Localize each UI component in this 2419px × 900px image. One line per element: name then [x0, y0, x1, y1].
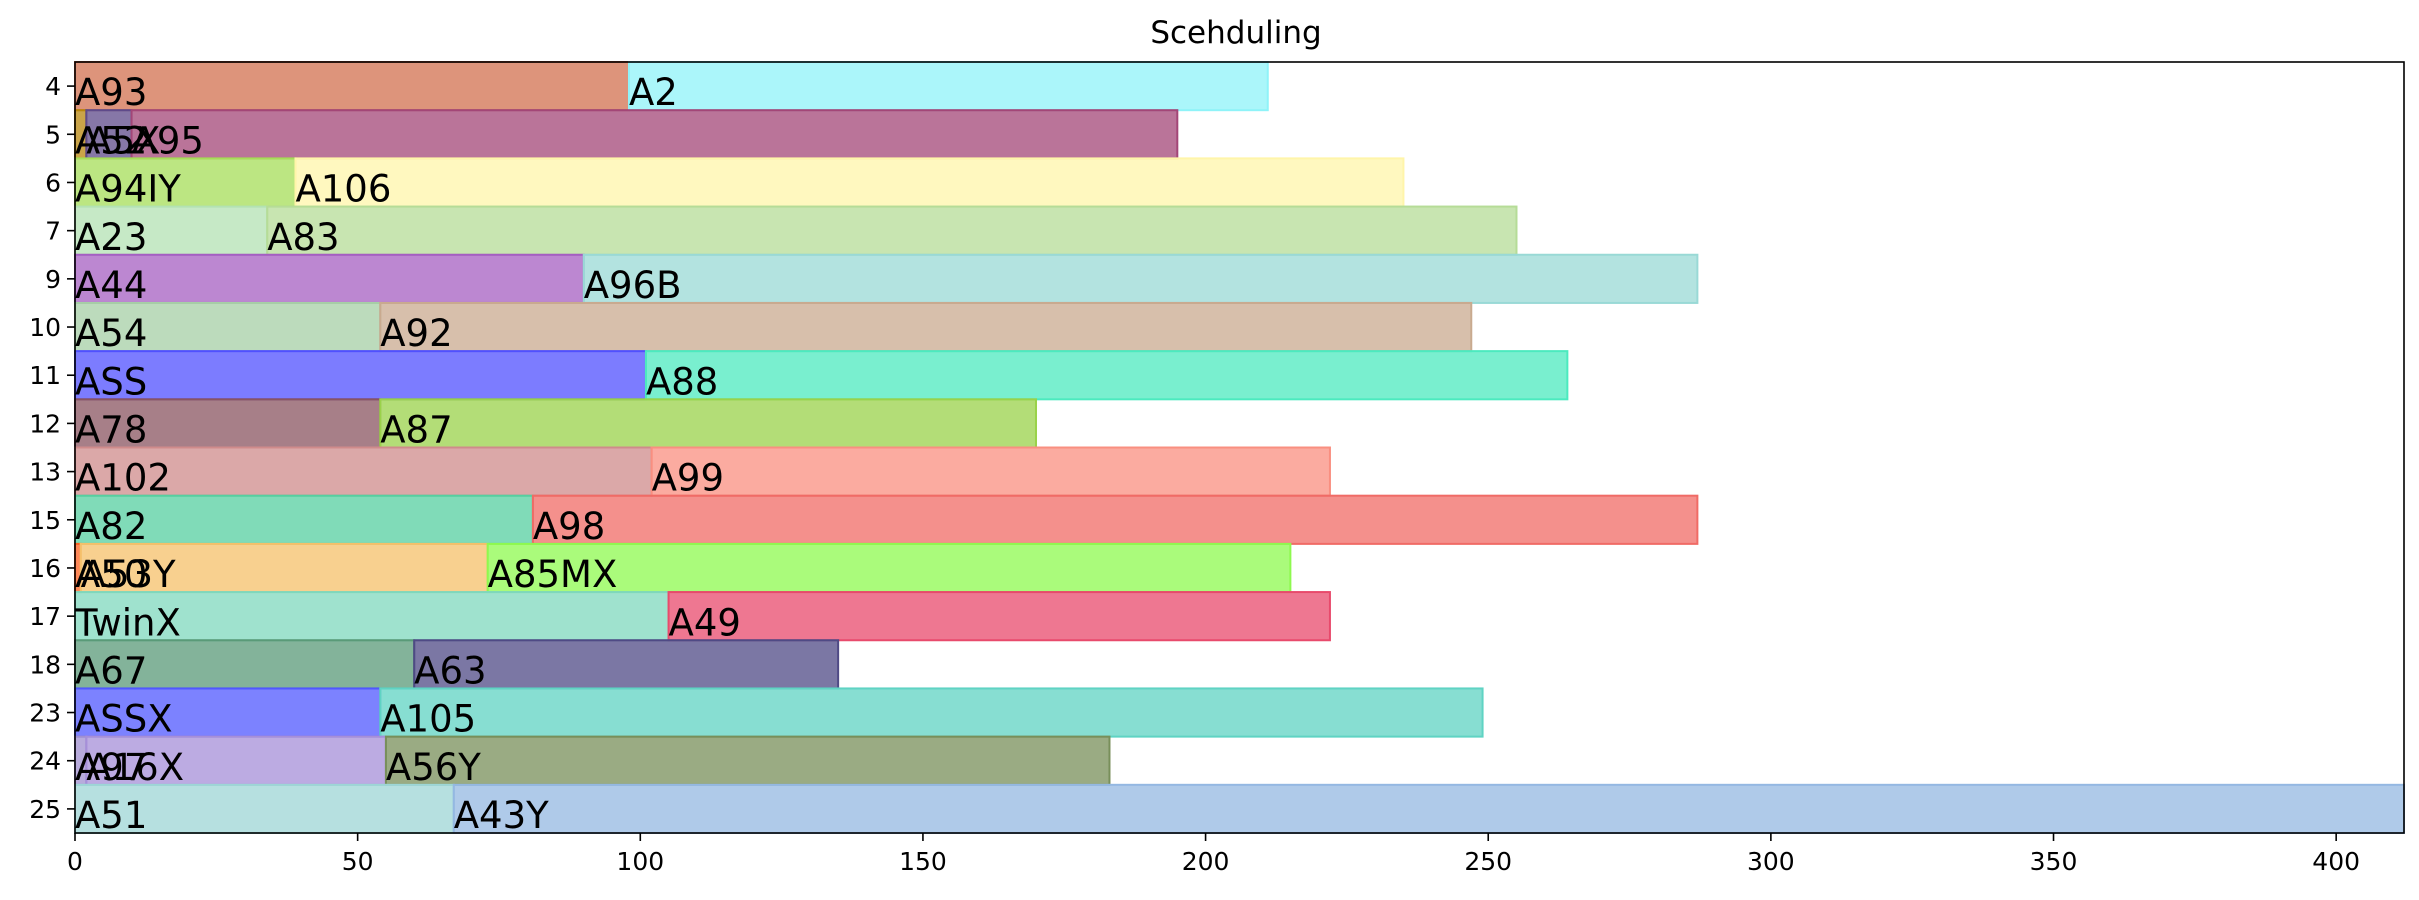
x-tick-label: 100 — [616, 847, 664, 876]
bar-17-TwinX — [74, 591, 670, 642]
bar-label-12-A87: A87 — [380, 409, 452, 452]
bar-label-11-ASS: ASS — [75, 360, 147, 403]
bar-label-17-A49: A49 — [669, 601, 741, 644]
bar-label-9-A44: A44 — [75, 264, 147, 307]
bar-label-10-A92: A92 — [380, 312, 452, 355]
bar-label-17-TwinX: TwinX — [74, 601, 181, 644]
bar-7-A83 — [266, 205, 1518, 256]
x-tick-label: 350 — [2030, 847, 2078, 876]
bar-label-24-A97: A97 — [75, 746, 147, 789]
bar-label-18-A67: A67 — [75, 649, 147, 692]
y-tick-label: 13 — [29, 458, 61, 487]
y-tick-label: 25 — [29, 795, 61, 824]
bar-label-7-A23: A23 — [75, 216, 147, 259]
bar-label-9-A96B: A96B — [584, 264, 682, 307]
bar-6-A106 — [294, 157, 1405, 208]
bar-6-A94IY — [74, 157, 297, 208]
bar-16-A53Y — [79, 542, 489, 594]
y-tick-label: 17 — [29, 602, 61, 631]
bar-label-16-A50: A50 — [75, 553, 147, 596]
bar-24-A56Y — [384, 735, 1111, 786]
y-tick-label: 11 — [29, 361, 61, 390]
bar-label-15-A82: A82 — [75, 505, 147, 548]
bar-15-A98 — [531, 494, 1699, 545]
x-tick-label: 250 — [1464, 847, 1512, 876]
chart-title: Scehduling — [1150, 15, 1321, 51]
x-tick-label: 200 — [1182, 847, 1230, 876]
bar-label-15-A98: A98 — [533, 505, 605, 548]
y-tick-label: 23 — [29, 699, 61, 728]
y-tick-label: 15 — [29, 506, 61, 535]
y-tick-label: 9 — [45, 265, 61, 294]
y-tick-label: 18 — [29, 650, 61, 679]
bar-9-A96B — [582, 253, 1699, 304]
y-tick-label: 16 — [29, 554, 61, 583]
x-tick-label: 300 — [1747, 847, 1795, 876]
bar-12-A87 — [379, 398, 1037, 449]
bar-label-23-A105: A105 — [380, 698, 476, 741]
bar-label-16-A53Y: A53Y — [81, 553, 176, 596]
plot-frame — [74, 61, 2405, 834]
x-axis: 0 50 100 150 200 250 300 350 400 — [67, 833, 2360, 876]
bar-9-A44 — [74, 253, 585, 304]
x-tick-label: 0 — [67, 847, 83, 876]
bar-label-23-ASSX: ASSX — [75, 698, 173, 741]
bar-label-4-A2: A2 — [629, 71, 678, 114]
bar-label-24-A16X: A16X — [86, 746, 184, 789]
bar-label-6-A106: A106 — [295, 168, 391, 211]
bar-label-13-A102: A102 — [75, 457, 171, 500]
y-tick-label: 4 — [45, 72, 61, 101]
y-tick-label: 7 — [45, 217, 61, 246]
bar-4-A93 — [74, 61, 630, 112]
bar-12-A78 — [74, 398, 382, 449]
bar-label-18-A63: A63 — [414, 649, 486, 692]
x-tick-label: 400 — [2312, 847, 2360, 876]
x-tick-label: 50 — [342, 847, 374, 876]
y-tick-label: 12 — [29, 409, 61, 438]
bar-label-5-A95: A95 — [132, 119, 204, 162]
bar-label-24-A56Y: A56Y — [386, 746, 481, 789]
bar-label-5-A52: A52 — [75, 119, 147, 162]
bar-13-A99 — [650, 446, 1331, 497]
bar-label-12-A78: A78 — [75, 409, 147, 452]
bar-23-ASSX — [74, 687, 382, 738]
bar-label-4-A93: A93 — [75, 71, 147, 114]
y-tick-label: 24 — [29, 747, 61, 776]
x-tick-label: 150 — [899, 847, 947, 876]
bar-11-A88 — [644, 350, 1569, 401]
bar-17-A49 — [667, 591, 1331, 642]
bar-label-6-A94IY: A94IY — [75, 168, 181, 211]
bar-7-A23 — [74, 205, 269, 256]
bar-25-A43Y — [452, 783, 2406, 834]
bar-label-11-A88: A88 — [646, 360, 718, 403]
bar-label-16-A85MX: A85MX — [488, 553, 618, 596]
bar-label-25-A43Y: A43Y — [454, 794, 549, 837]
bar-4-A2 — [627, 61, 1269, 112]
bar-10-A92 — [379, 301, 1473, 353]
bar-label-25-A51: A51 — [75, 794, 147, 837]
y-tick-label: 6 — [45, 168, 61, 197]
bar-23-A105 — [379, 687, 1484, 738]
bar-16-A85MX — [486, 542, 1292, 594]
y-axis: 4 5 6 7 9 10 11 12 13 15 16 17 18 23 24 25 — [29, 72, 75, 824]
bar-label-13-A99: A99 — [652, 457, 724, 500]
bar-5-A95 — [130, 109, 1179, 160]
bar-label-5-A5X: A5X — [86, 119, 160, 162]
y-tick-label: 5 — [45, 120, 61, 149]
y-tick-label: 10 — [29, 313, 61, 342]
bar-label-7-A83: A83 — [267, 216, 339, 259]
bar-label-10-A54: A54 — [75, 312, 147, 355]
bar-25-A51 — [74, 783, 455, 834]
bar-11-ASS — [74, 350, 647, 401]
